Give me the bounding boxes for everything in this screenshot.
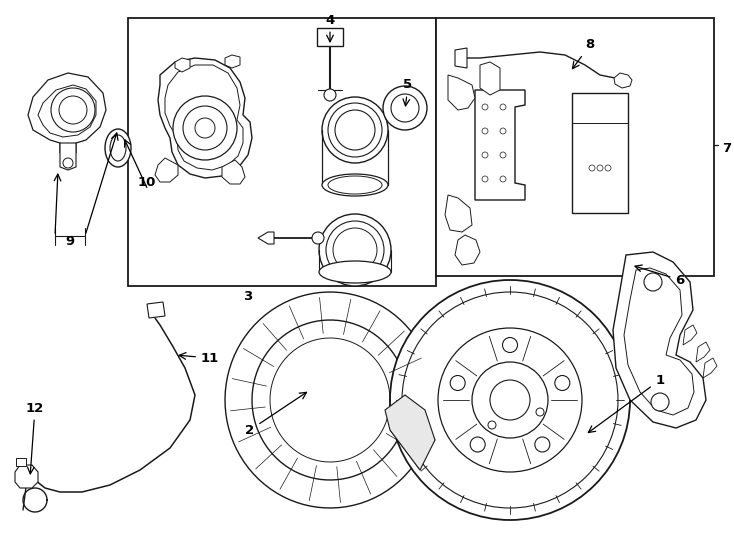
Text: 3: 3: [244, 290, 252, 303]
Circle shape: [500, 152, 506, 158]
Text: 4: 4: [325, 14, 335, 42]
Ellipse shape: [333, 228, 377, 272]
Polygon shape: [225, 292, 429, 508]
Text: 12: 12: [26, 402, 44, 474]
Circle shape: [183, 106, 227, 150]
Bar: [436, 18, 714, 276]
Bar: [16, 458, 26, 466]
Polygon shape: [225, 55, 240, 68]
Polygon shape: [222, 160, 245, 184]
Circle shape: [555, 375, 570, 390]
Polygon shape: [455, 48, 467, 68]
Circle shape: [500, 104, 506, 110]
Text: 8: 8: [573, 38, 595, 69]
Polygon shape: [480, 62, 500, 95]
Circle shape: [51, 88, 95, 132]
Polygon shape: [683, 325, 697, 345]
Polygon shape: [385, 395, 435, 470]
Ellipse shape: [319, 261, 391, 283]
Circle shape: [482, 152, 488, 158]
Circle shape: [490, 380, 530, 420]
Circle shape: [605, 165, 611, 171]
Circle shape: [500, 176, 506, 182]
Circle shape: [312, 232, 324, 244]
Ellipse shape: [328, 103, 382, 157]
Polygon shape: [175, 58, 190, 72]
Polygon shape: [572, 93, 628, 213]
Circle shape: [482, 176, 488, 182]
Circle shape: [383, 86, 427, 130]
Circle shape: [472, 362, 548, 438]
Polygon shape: [155, 158, 178, 182]
Ellipse shape: [105, 129, 131, 167]
Ellipse shape: [322, 97, 388, 163]
Bar: [128, 18, 436, 286]
Polygon shape: [475, 90, 525, 200]
Circle shape: [535, 437, 550, 452]
Bar: [317, 28, 343, 46]
Polygon shape: [624, 268, 694, 415]
Text: 6: 6: [635, 265, 685, 287]
Polygon shape: [696, 342, 710, 362]
Polygon shape: [613, 252, 706, 428]
Circle shape: [536, 408, 544, 416]
Circle shape: [450, 375, 465, 390]
Text: 7: 7: [722, 141, 731, 154]
Circle shape: [59, 96, 87, 124]
Polygon shape: [258, 232, 274, 244]
Text: 10: 10: [138, 177, 156, 190]
Text: 11: 11: [179, 352, 219, 365]
Circle shape: [195, 118, 215, 138]
Polygon shape: [60, 143, 76, 170]
Circle shape: [470, 437, 485, 452]
Circle shape: [589, 165, 595, 171]
Circle shape: [335, 110, 375, 150]
Circle shape: [390, 280, 630, 520]
Ellipse shape: [322, 174, 388, 196]
Circle shape: [503, 338, 517, 353]
Text: 1: 1: [589, 374, 664, 433]
Circle shape: [402, 292, 618, 508]
Ellipse shape: [328, 176, 382, 194]
Circle shape: [63, 158, 73, 168]
Polygon shape: [28, 73, 106, 153]
Circle shape: [644, 273, 662, 291]
Polygon shape: [448, 75, 475, 110]
Circle shape: [488, 421, 496, 429]
Polygon shape: [165, 65, 243, 170]
Polygon shape: [445, 195, 472, 232]
Text: 5: 5: [403, 78, 413, 106]
Polygon shape: [703, 358, 717, 378]
Circle shape: [651, 393, 669, 411]
Circle shape: [438, 328, 582, 472]
Polygon shape: [614, 73, 632, 88]
Polygon shape: [38, 85, 96, 137]
Circle shape: [173, 96, 237, 160]
Circle shape: [597, 165, 603, 171]
Ellipse shape: [110, 135, 126, 161]
Polygon shape: [147, 302, 165, 318]
Ellipse shape: [319, 214, 391, 286]
Text: 2: 2: [245, 393, 307, 436]
Circle shape: [391, 94, 419, 122]
Polygon shape: [455, 235, 480, 265]
Circle shape: [482, 128, 488, 134]
Circle shape: [482, 104, 488, 110]
Circle shape: [500, 128, 506, 134]
Text: 9: 9: [65, 235, 75, 248]
Circle shape: [324, 89, 336, 101]
Polygon shape: [158, 58, 252, 178]
Ellipse shape: [326, 221, 384, 279]
Polygon shape: [15, 465, 38, 488]
